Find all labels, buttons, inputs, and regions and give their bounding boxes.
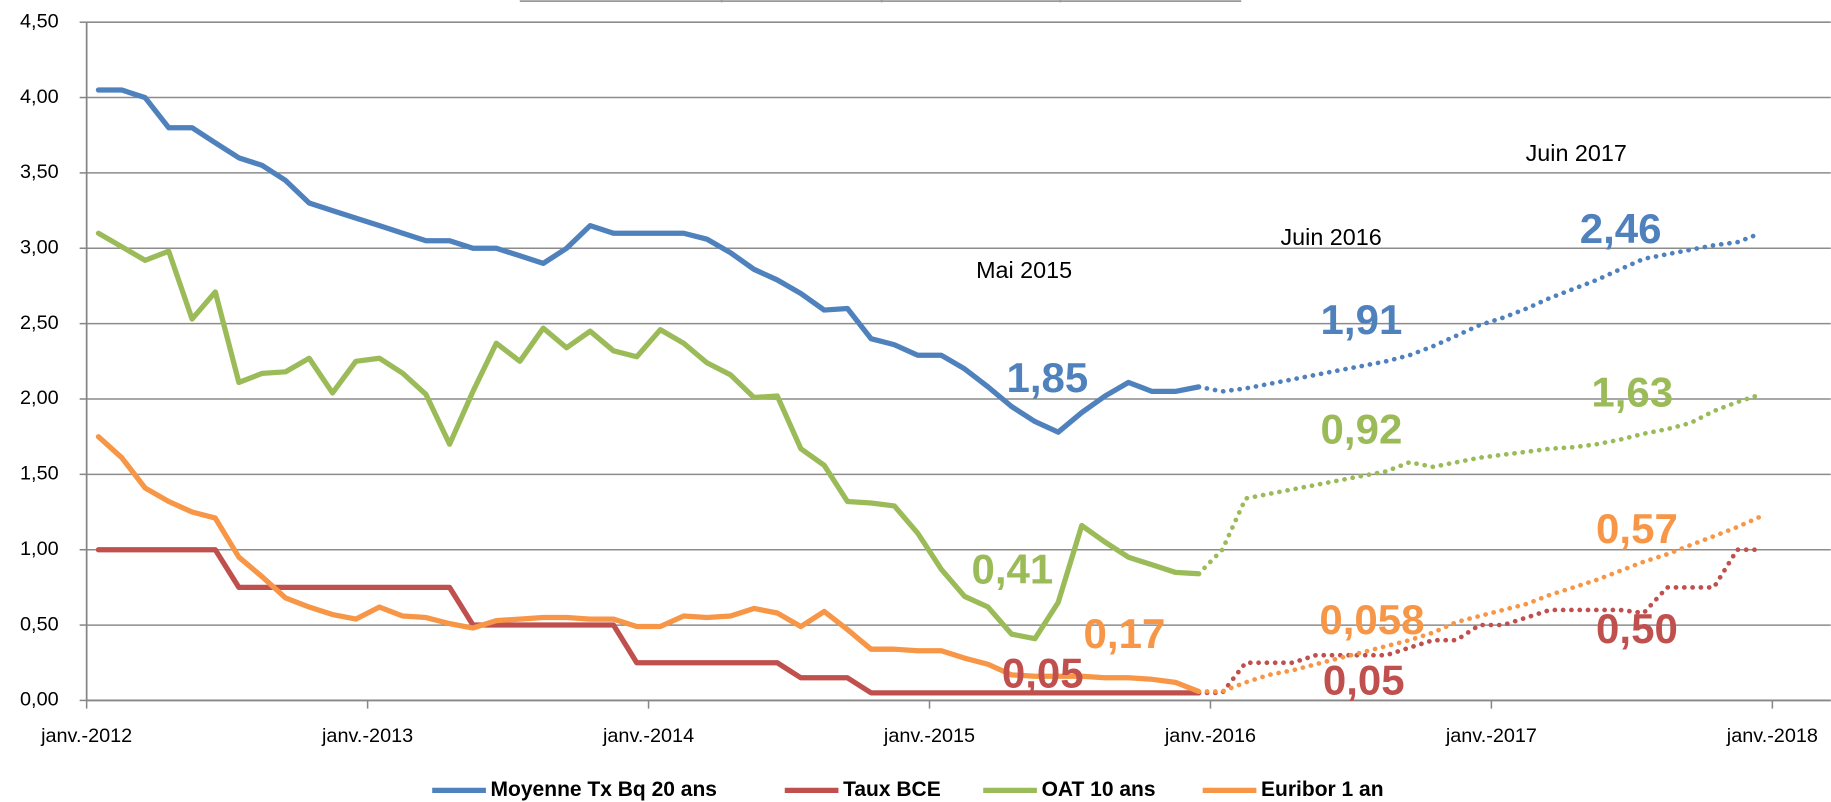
annotation: Mai 2015 [976,257,1072,283]
annotation: 1,91 [1321,296,1403,343]
annotation: 0,92 [1321,406,1403,453]
annotation: 0,17 [1084,610,1166,657]
annotation: 0,57 [1596,505,1678,552]
annotation: 2,46 [1580,205,1662,252]
y-tick-label: 0,50 [20,613,59,635]
y-tick-label: 1,50 [20,463,59,485]
table-edge [519,0,1242,3]
forecast-line [1196,547,1763,696]
legend-label: Euribor 1 an [1261,778,1384,801]
y-tick-label: 1,00 [20,538,59,560]
legend-label: Moyenne Tx Bq 20 ans [491,778,717,801]
forecast-line [1196,230,1763,394]
y-tick-label: 2,50 [20,312,59,334]
line-series [95,230,1202,642]
y-tick-label: 4,50 [20,10,59,32]
forecast-line [1196,514,1763,694]
line-series [95,87,1202,435]
line-series [95,547,1202,696]
annotation: 0,41 [972,546,1054,593]
annotation: 0,05 [1002,650,1084,697]
annotation: Juin 2016 [1280,224,1381,250]
annotation: Juin 2017 [1526,140,1627,166]
y-tick-label: 4,00 [20,86,59,108]
x-tick-label: janv.-2012 [40,725,132,747]
y-tick-label: 0,00 [20,689,59,711]
y-tick-label: 3,50 [20,161,59,183]
annotation: 1,63 [1591,368,1673,415]
x-tick-label: janv.-2014 [602,725,694,747]
x-tick-label: janv.-2015 [883,725,975,747]
x-tick-label: janv.-2016 [1164,725,1256,747]
legend-label: Taux BCE [843,778,941,801]
y-tick-label: 2,00 [20,387,59,409]
x-tick-label: janv.-2013 [321,725,413,747]
annotation: 0,05 [1323,657,1405,704]
legend-label: OAT 10 ans [1042,778,1156,801]
line-series [95,434,1202,695]
x-tick-label: janv.-2018 [1726,725,1818,747]
annotation: 0,50 [1596,605,1678,652]
y-tick-label: 3,00 [20,237,59,259]
annotation: 1,85 [1007,354,1089,401]
annotation: 0,058 [1319,596,1424,643]
forecast-line [1196,392,1763,577]
x-tick-label: janv.-2017 [1445,725,1537,747]
